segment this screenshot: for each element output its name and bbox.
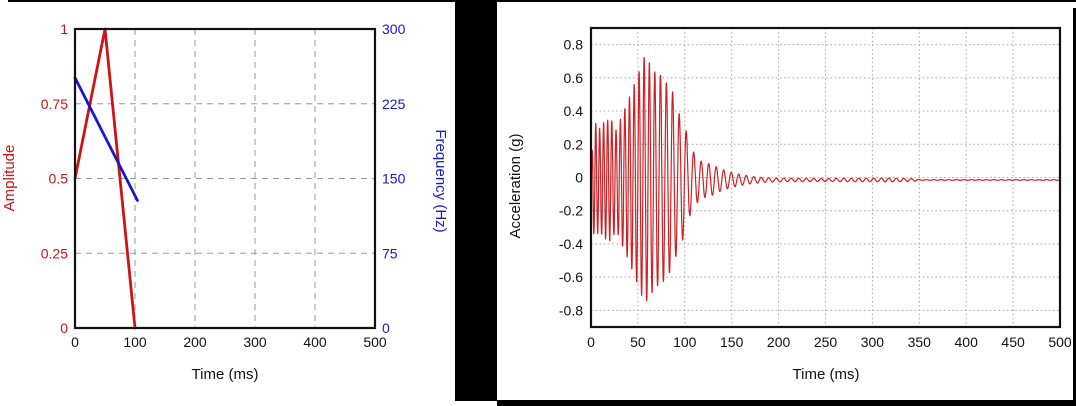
right-chart-x-tick-label: 200 — [767, 334, 791, 350]
left-chart-y2-axis-title: Frequency (Hz) — [432, 129, 449, 233]
left-chart-y2-tick-label: 150 — [382, 171, 406, 187]
right-chart-x-tick-label: 300 — [861, 334, 885, 350]
right-chart-y-axis-title: Acceleration (g) — [507, 133, 524, 239]
right-chart-y-tick-label: -0.8 — [559, 302, 583, 318]
right-chart-y-tick-label: 0.4 — [564, 103, 584, 119]
left-chart-x-tick-label: 200 — [183, 334, 207, 350]
right-chart-signal-acceleration_chirp — [590, 56, 1061, 302]
middle-divider-bar — [455, 0, 497, 401]
left-chart-x-tick-label: 0 — [71, 334, 79, 350]
left-chart-y1-tick-label: 0 — [60, 320, 68, 336]
right-chart-x-tick-label: 250 — [814, 334, 838, 350]
right-chart-x-tick-label: 100 — [673, 334, 697, 350]
bottom-border-bar — [497, 400, 1076, 406]
right-chart-x-axis-title: Time (ms) — [792, 366, 860, 383]
left-chart-x-tick-label: 500 — [363, 334, 387, 350]
left-chart-x-axis-title: Time (ms) — [191, 366, 259, 383]
left-chart-y1-tick-label: 0.25 — [41, 245, 68, 261]
right-chart-frame — [589, 26, 1062, 329]
right-chart-x-tick-label: 400 — [955, 334, 979, 350]
left-chart-y2-tick-label: 0 — [382, 320, 390, 336]
left-chart-x-tick-label: 300 — [243, 334, 267, 350]
right-chart-y-tick-label: -0.6 — [559, 269, 583, 285]
right-chart-y-tick-label: 0.6 — [564, 70, 584, 86]
right-chart-y-tick-label: -0.2 — [559, 203, 583, 219]
right-chart-y-tick-label: 0.2 — [564, 136, 584, 152]
left-chart-series-frequency_sweep — [73, 76, 139, 202]
left-chart-x-tick-label: 400 — [303, 334, 327, 350]
left-chart-y2-tick-label: 300 — [382, 21, 406, 37]
left-chart-frame — [73, 27, 377, 330]
right-chart-y-tick-label: 0 — [575, 170, 583, 186]
right-chart-x-tick-label: 350 — [908, 334, 932, 350]
right-chart-x-tick-label: 450 — [1001, 334, 1025, 350]
right-chart-x-tick-label: 0 — [587, 334, 595, 350]
right-chart-y-tick-label: 0.8 — [564, 37, 584, 53]
top-border-bar — [8, 0, 1076, 2]
left-chart-y2-tick-label: 75 — [382, 245, 398, 261]
left-chart-y1-tick-label: 0.75 — [41, 96, 68, 112]
left-chart-x-tick-label: 100 — [123, 334, 147, 350]
right-chart-x-tick-label: 500 — [1048, 334, 1072, 350]
right-chart-x-tick-label: 50 — [630, 334, 646, 350]
left-chart-y1-axis-title: Amplitude — [1, 144, 18, 212]
left-chart-y2-tick-label: 225 — [382, 96, 406, 112]
left-chart-y1-tick-label: 1 — [60, 21, 68, 37]
right-border-bar — [1073, 8, 1076, 406]
left-chart-y1-tick-label: 0.5 — [49, 171, 69, 187]
right-chart-x-tick-label: 150 — [720, 334, 744, 350]
right-chart-y-tick-label: -0.4 — [559, 236, 583, 252]
